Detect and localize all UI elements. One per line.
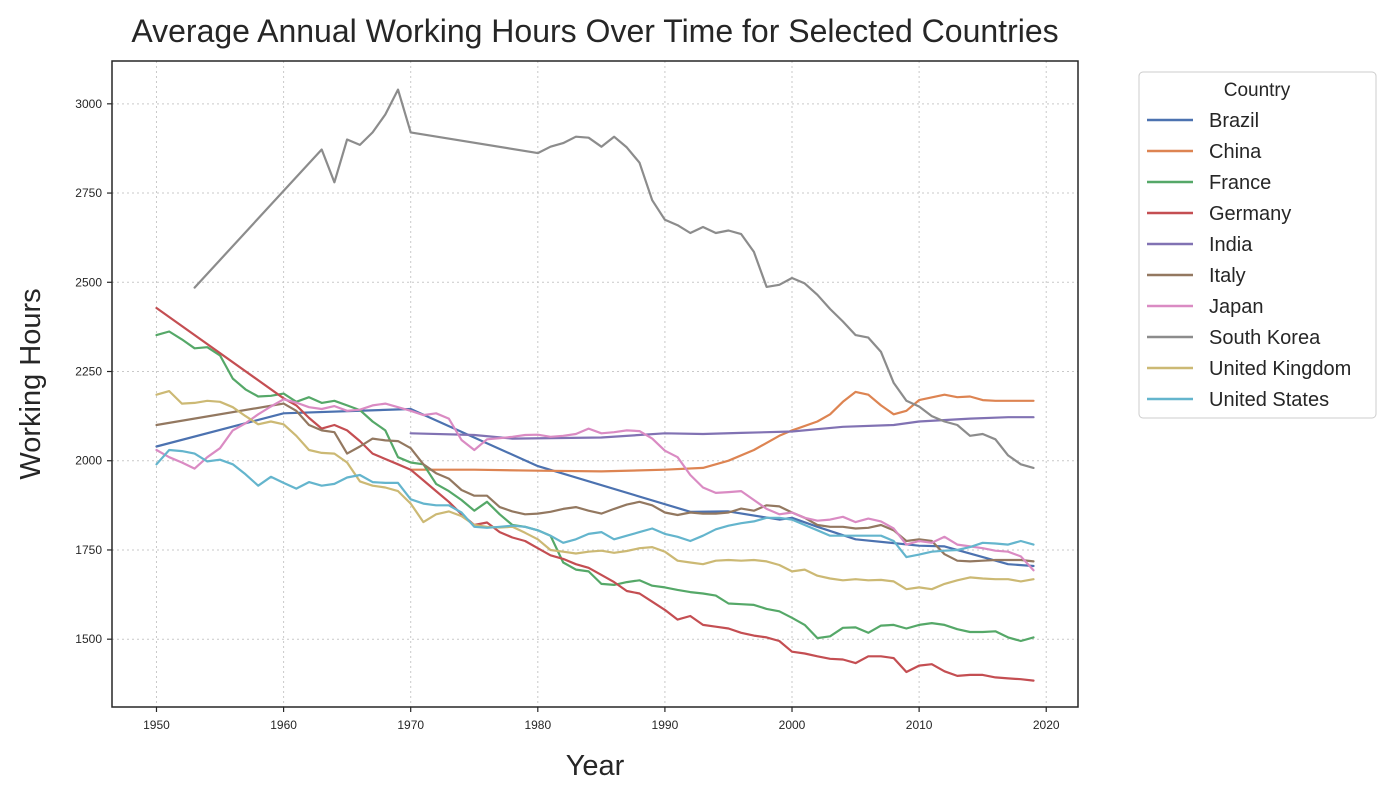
y-tick-label: 1500 [75, 632, 102, 646]
y-tick-label: 2250 [75, 365, 102, 379]
series-line-japan [155, 398, 1035, 572]
x-tick-label: 1950 [143, 718, 170, 732]
x-tick-label: 2000 [779, 718, 806, 732]
legend-label-japan: Japan [1209, 296, 1264, 318]
legend-box [1138, 71, 1377, 419]
x-tick-label: 1970 [397, 718, 424, 732]
y-axis: 1500 1750 2000 2250 2500 2750 3000 [75, 97, 112, 646]
series-line-china [409, 390, 1035, 473]
x-tick-label: 1960 [270, 718, 297, 732]
y-tick-label: 2500 [75, 275, 102, 289]
y-axis-label: Working Hours [15, 288, 47, 479]
legend-title: Country [1224, 80, 1291, 101]
y-tick-label: 2750 [75, 186, 102, 200]
legend-label-united-states: United States [1209, 389, 1329, 411]
legend-label-united-kingdom: United Kingdom [1209, 358, 1351, 380]
legend-label-south-korea: South Korea [1209, 327, 1321, 349]
legend-label-china: China [1209, 141, 1262, 163]
legend-label-france: France [1209, 172, 1271, 194]
y-tick-label: 1750 [75, 543, 102, 557]
x-tick-label: 1980 [524, 718, 551, 732]
y-tick-label: 3000 [75, 97, 102, 111]
x-axis-label: Year [566, 750, 625, 782]
chart-title: Average Annual Working Hours Over Time f… [131, 13, 1058, 49]
series-line-brazil [155, 407, 1035, 568]
legend: Country Brazil China France Germany India Ita… [1138, 71, 1377, 419]
x-tick-label: 1990 [652, 718, 679, 732]
series-line-italy [155, 402, 1035, 563]
y-tick-label: 2000 [75, 454, 102, 468]
series-line-south-korea [193, 88, 1035, 469]
x-tick-label: 2020 [1033, 718, 1060, 732]
x-axis: 1950 1960 1970 1980 1990 2000 2010 2020 [143, 707, 1060, 732]
series-line-india [409, 416, 1035, 440]
legend-label-india: India [1209, 234, 1253, 256]
legend-label-germany: Germany [1209, 203, 1291, 225]
legend-items: Brazil China France Germany India Italy Japan S… [1147, 110, 1351, 411]
x-tick-label: 2010 [906, 718, 933, 732]
series-line-germany [155, 306, 1035, 682]
plot-frame [111, 60, 1079, 708]
series-line-france [155, 330, 1035, 643]
series-line-united-states [155, 448, 1035, 559]
legend-label-brazil: Brazil [1209, 110, 1259, 132]
legend-label-italy: Italy [1209, 265, 1246, 287]
series-line-united-kingdom [155, 390, 1035, 591]
grid-lines [112, 61, 1078, 707]
series-lines [155, 88, 1035, 682]
